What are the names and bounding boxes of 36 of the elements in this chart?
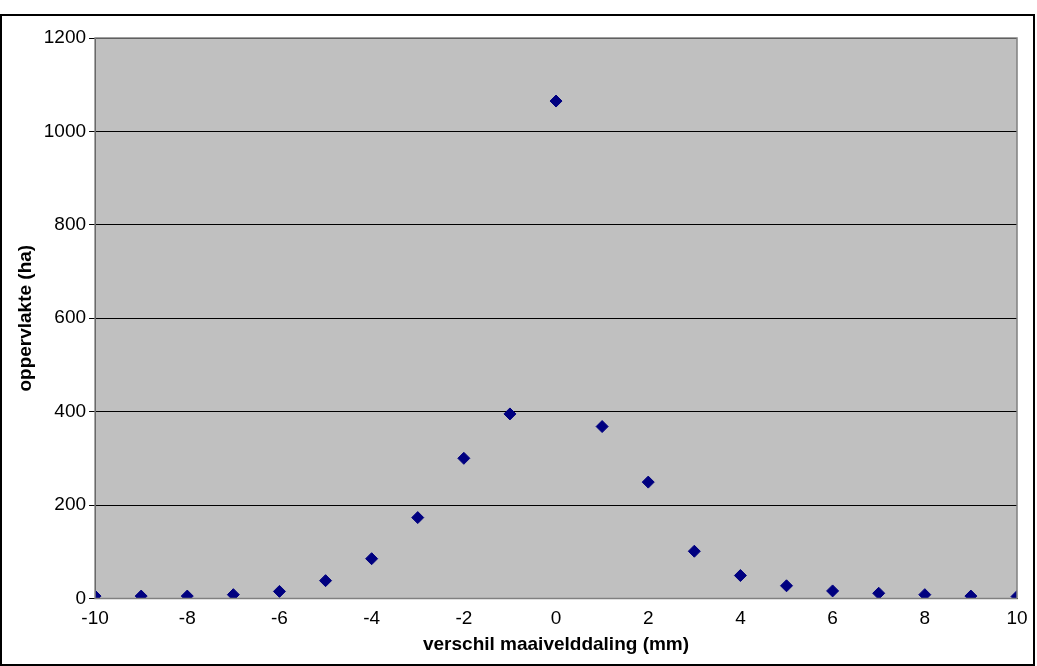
y-tick-label: 200 [54, 493, 87, 515]
point [872, 586, 886, 599]
point [641, 475, 655, 489]
x-tick-label: 0 [550, 607, 562, 629]
point [918, 588, 932, 599]
y-tick-label: 600 [54, 306, 87, 328]
y-axis-title: oppervlakte (ha) [13, 244, 35, 392]
point [826, 584, 840, 598]
point [272, 584, 286, 598]
x-tick-label: -6 [271, 607, 288, 629]
x-tick-label: 4 [735, 607, 747, 629]
x-tick-label: -4 [363, 607, 381, 629]
point [549, 94, 563, 108]
y-tick-label: 1000 [43, 119, 87, 141]
x-tick-label: 2 [642, 607, 654, 629]
point [503, 407, 517, 421]
point [595, 420, 609, 434]
point [226, 588, 240, 599]
y-tick-label: 1200 [43, 26, 87, 48]
point [457, 451, 471, 465]
x-tick-label: -8 [178, 607, 196, 629]
point [411, 511, 425, 525]
x-axis-title: verschil maaivelddaling (mm) [422, 632, 690, 654]
point [780, 579, 794, 593]
y-tick-label: 800 [54, 213, 87, 235]
x-tick-label: 6 [827, 607, 838, 629]
point [733, 569, 747, 583]
y-tick-label: 400 [54, 399, 87, 421]
x-tick-label: 10 [1006, 607, 1028, 629]
point [319, 574, 333, 588]
y-tick-label: 0 [75, 586, 87, 608]
x-tick-label: -10 [81, 607, 109, 629]
x-tick-label: 8 [919, 607, 931, 629]
point [687, 544, 701, 558]
x-tick-label: -2 [455, 607, 473, 629]
point [365, 552, 379, 566]
